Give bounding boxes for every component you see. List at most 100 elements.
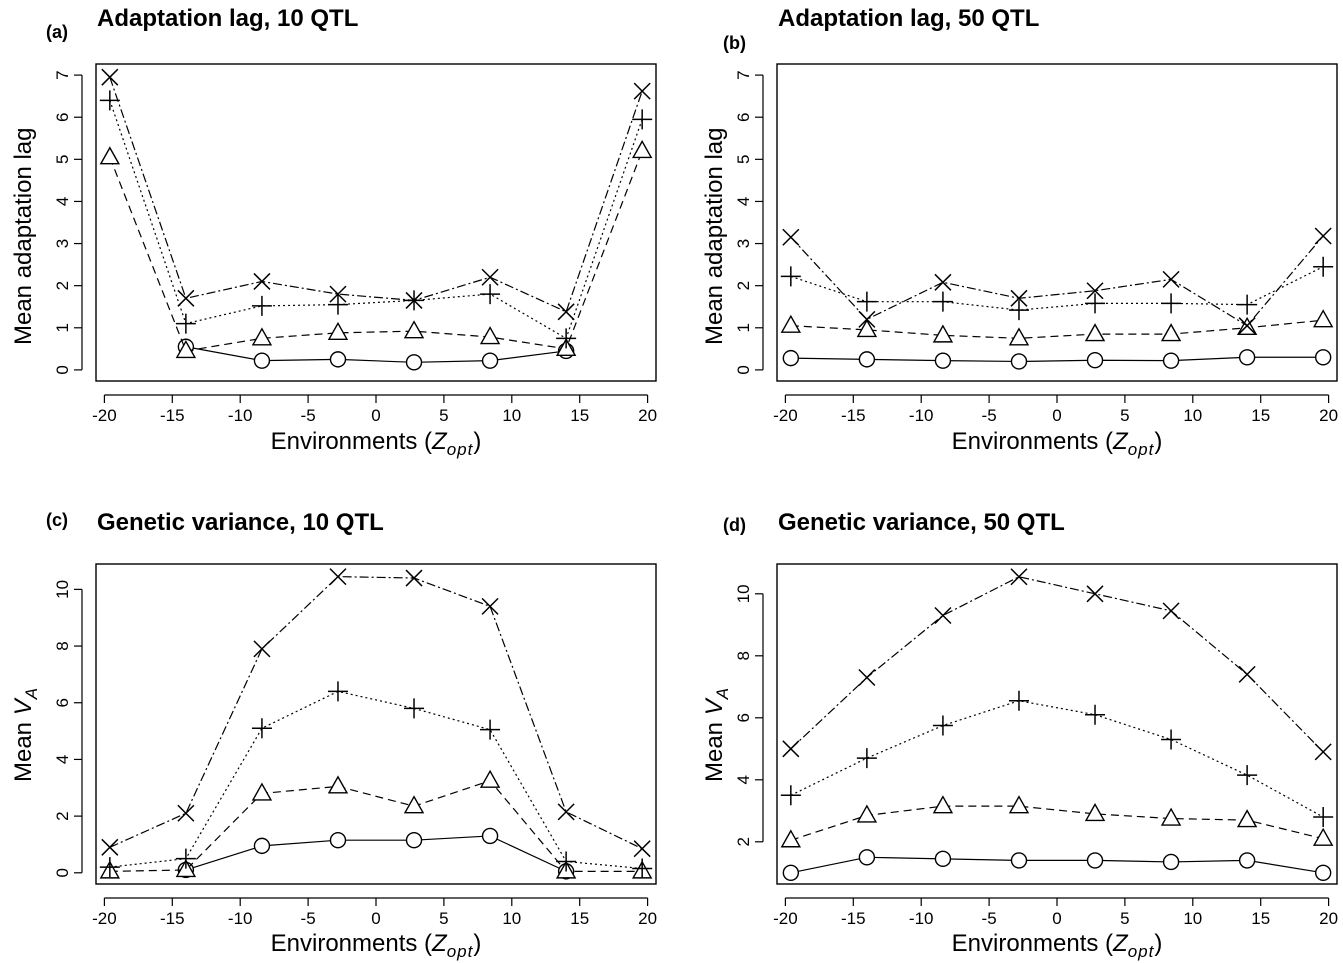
x-tick-label: 5 xyxy=(439,406,448,425)
series-plus xyxy=(780,690,1334,827)
circle-point xyxy=(405,354,423,371)
triangle-point xyxy=(780,314,802,333)
plus-point xyxy=(856,748,877,769)
triangle-point xyxy=(479,769,501,788)
x-tick-label: -15 xyxy=(160,406,185,425)
triangle-point xyxy=(1236,809,1258,828)
plus-point xyxy=(780,785,801,806)
y-tick-label: 6 xyxy=(53,112,72,121)
x-tick-label: 5 xyxy=(1120,909,1129,928)
series-line xyxy=(109,150,643,352)
plot-frame xyxy=(95,563,657,885)
x-tick-label: -5 xyxy=(301,909,316,928)
plus-point xyxy=(175,313,196,334)
cross-point xyxy=(405,291,423,309)
cross-point xyxy=(934,273,952,291)
x-tick-label: 5 xyxy=(1120,406,1129,425)
x-axis-label: Environments (Zopt) xyxy=(270,428,482,459)
triangle-point xyxy=(1008,795,1030,814)
triangle-point xyxy=(1312,309,1334,328)
plus-point xyxy=(1085,293,1106,314)
triangle-point xyxy=(99,146,121,165)
series-line xyxy=(790,356,1324,363)
cross-point xyxy=(782,740,800,758)
y-tick-label: 0 xyxy=(734,365,753,374)
cross-point xyxy=(557,303,575,321)
series-line xyxy=(185,346,567,363)
chart-title: Genetic variance, 10 QTL xyxy=(97,509,384,536)
plus-point xyxy=(480,719,501,740)
series-line xyxy=(790,856,1324,874)
y-tick-label: 6 xyxy=(53,698,72,707)
triangle-point xyxy=(251,782,273,801)
triangle-point xyxy=(403,320,425,339)
triangle-point xyxy=(1160,323,1182,342)
plus-point xyxy=(1008,300,1029,321)
panel-label: (c) xyxy=(46,510,68,530)
x-tick-label: -10 xyxy=(228,406,253,425)
y-tick-label: 8 xyxy=(734,651,753,660)
series-cross xyxy=(782,227,1332,335)
panel-label: (b) xyxy=(723,33,746,53)
y-tick-label: 0 xyxy=(53,365,72,374)
x-tick-label: 10 xyxy=(1183,909,1202,928)
series-circle xyxy=(177,338,575,371)
x-tick-label: 20 xyxy=(1319,909,1338,928)
plus-point xyxy=(1313,807,1334,827)
x-tick-label: 0 xyxy=(371,406,380,425)
y-tick-label: 5 xyxy=(53,155,72,164)
chart-title: Adaptation lag, 50 QTL xyxy=(778,5,1040,32)
chart-panel-b: (b) Adaptation lag, 50 QTL -20 -15 -10 -5 0 5… xyxy=(681,0,1343,481)
circle-point xyxy=(329,351,347,368)
plus-point xyxy=(932,715,953,736)
plus-point xyxy=(856,291,877,312)
plot-area: -20 -15 -10 -5 0 5 10 15 20 0 2 4 6 8 10 xyxy=(53,563,657,928)
circle-point xyxy=(782,349,800,367)
chart-title: Adaptation lag, 10 QTL xyxy=(97,5,359,32)
y-tick-label: 1 xyxy=(53,323,72,332)
series-plus xyxy=(780,256,1334,321)
y-tick-label: 3 xyxy=(734,239,753,248)
triangle-point xyxy=(780,829,802,848)
cross-point xyxy=(1010,568,1028,586)
y-tick-label: 7 xyxy=(734,70,753,79)
triangle-point xyxy=(1312,827,1334,846)
y-tick-label: 6 xyxy=(734,713,753,722)
plus-point xyxy=(1237,765,1258,786)
x-tick-label: 0 xyxy=(371,909,380,928)
plus-point xyxy=(404,698,425,719)
circle-point xyxy=(329,832,347,849)
series-circle xyxy=(177,827,575,880)
cross-point xyxy=(1086,585,1104,603)
plot-frame xyxy=(776,63,1338,382)
cross-point xyxy=(101,838,119,856)
cross-point xyxy=(1162,270,1180,288)
y-tick-label: 0 xyxy=(53,868,72,877)
circle-point xyxy=(1010,852,1028,869)
cross-point xyxy=(177,289,195,307)
circle-point xyxy=(481,352,499,369)
cross-point xyxy=(329,285,347,303)
circle-point xyxy=(1314,349,1332,366)
circle-point xyxy=(1238,852,1256,869)
circle-point xyxy=(481,827,499,845)
circle-point xyxy=(1010,353,1028,370)
circle-point xyxy=(934,352,952,369)
y-axis-label: Mean VA xyxy=(10,686,41,782)
cross-point xyxy=(1238,665,1256,683)
plus-point xyxy=(632,858,653,879)
y-tick-label: 2 xyxy=(53,281,72,290)
x-tick-label: -20 xyxy=(773,406,798,425)
cross-point xyxy=(481,597,499,615)
y-tick-label: 3 xyxy=(53,239,72,248)
plus-point xyxy=(327,681,348,702)
cross-point xyxy=(177,804,195,822)
cross-point xyxy=(253,640,271,658)
series-line xyxy=(790,576,1324,753)
triangle-point xyxy=(1084,802,1106,822)
chart-title: Genetic variance, 50 QTL xyxy=(778,509,1065,536)
series-cross xyxy=(101,68,651,321)
cross-point xyxy=(1238,317,1256,335)
x-tick-label: -15 xyxy=(160,909,185,928)
triangle-point xyxy=(327,321,349,341)
